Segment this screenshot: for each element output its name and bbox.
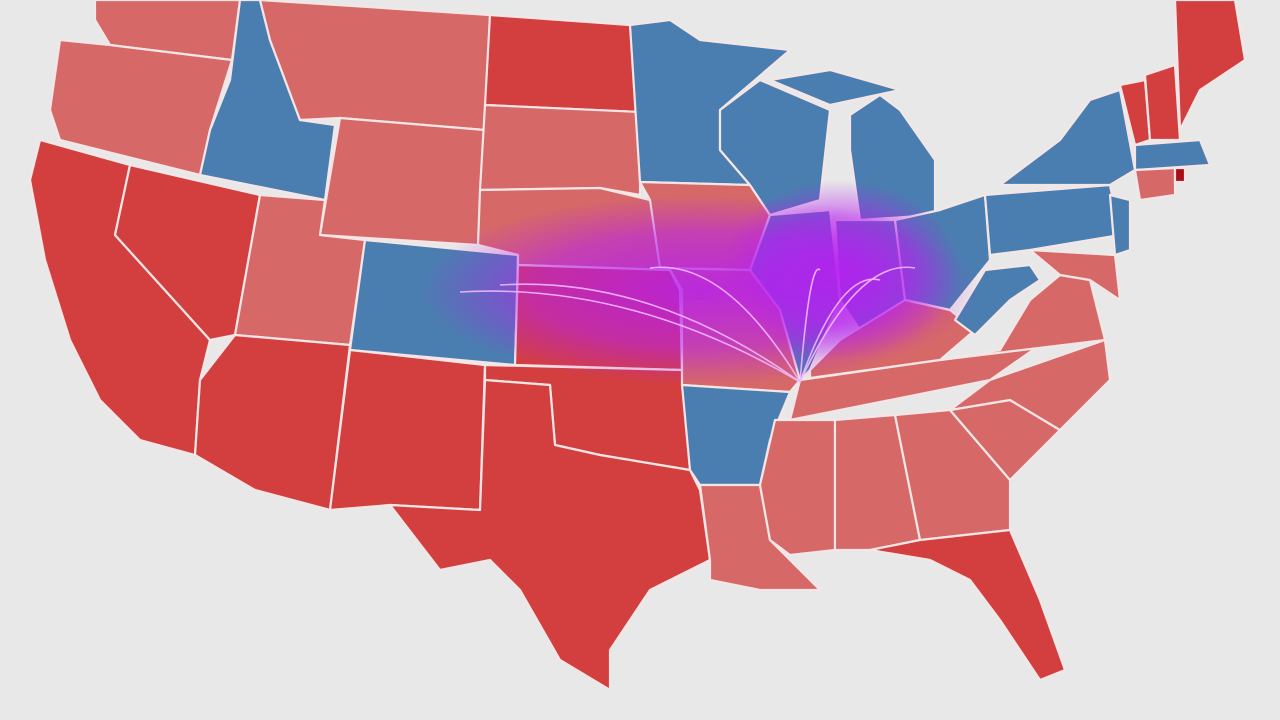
state bbox=[388, 378, 712, 692]
state bbox=[483, 13, 642, 114]
state bbox=[1028, 248, 1122, 302]
route-line bbox=[499, 283, 801, 383]
state bbox=[1173, 0, 1247, 132]
state bbox=[1133, 138, 1212, 172]
state bbox=[1143, 63, 1182, 142]
highlight-overlay bbox=[420, 180, 980, 385]
state bbox=[1133, 166, 1177, 202]
state bbox=[758, 418, 837, 557]
state bbox=[768, 68, 902, 107]
state bbox=[893, 408, 1012, 542]
state bbox=[868, 528, 1067, 682]
route-line bbox=[799, 268, 821, 383]
route-line bbox=[649, 266, 801, 383]
state bbox=[998, 88, 1137, 187]
state bbox=[1108, 193, 1132, 257]
state bbox=[953, 263, 1042, 337]
state bbox=[318, 116, 487, 247]
state bbox=[328, 348, 487, 512]
route-line bbox=[459, 290, 801, 383]
highlight-glow bbox=[720, 180, 960, 360]
state bbox=[983, 183, 1122, 257]
state bbox=[113, 163, 262, 342]
route-line bbox=[799, 266, 916, 383]
state bbox=[48, 38, 234, 177]
state bbox=[478, 103, 642, 197]
state bbox=[1173, 166, 1187, 184]
route-line bbox=[799, 278, 881, 383]
